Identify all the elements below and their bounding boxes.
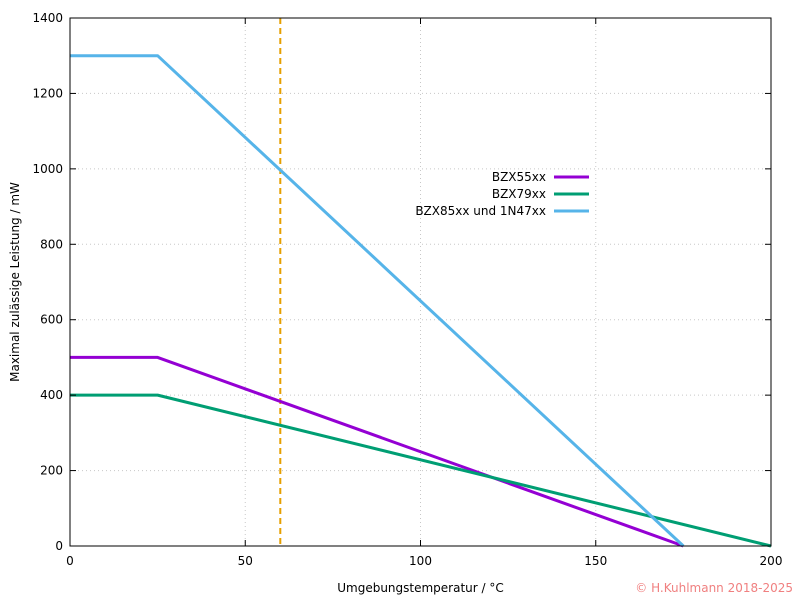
series-line	[70, 54, 685, 548]
x-tick-label: 50	[238, 554, 253, 568]
y-tick-label: 400	[40, 388, 63, 402]
x-tick-label: 100	[409, 554, 432, 568]
y-tick-label: 800	[40, 237, 63, 251]
legend-label: BZX85xx und 1N47xx	[415, 204, 546, 218]
series-line	[70, 393, 772, 548]
copyright-notice: © H.Kuhlmann 2018-2025	[635, 581, 793, 595]
legend-label: BZX55xx	[492, 170, 546, 184]
y-tick-labels: 0 200 400 600 800 1000 1200 1400	[32, 11, 63, 553]
y-tick-label: 0	[55, 539, 63, 553]
y-tick-label: 1200	[32, 86, 63, 100]
x-tick-labels: 0 50 100 150 200	[66, 554, 782, 568]
legend-label: BZX79xx	[492, 187, 546, 201]
y-axis-title: Maximal zulässige Leistung / mW	[8, 182, 22, 382]
x-axis-title: Umgebungstemperatur / °C	[337, 581, 504, 595]
axis-ticks	[69, 17, 772, 547]
x-tick-label: 0	[66, 554, 74, 568]
series-lines	[70, 54, 772, 548]
y-tick-label: 200	[40, 464, 63, 478]
legend: BZX55xx BZX79xx BZX85xx und 1N47xx	[415, 170, 589, 218]
x-tick-label: 150	[584, 554, 607, 568]
y-tick-label: 600	[40, 313, 63, 327]
y-tick-label: 1400	[32, 11, 63, 25]
y-tick-label: 1000	[32, 162, 63, 176]
x-tick-label: 200	[760, 554, 783, 568]
grid-lines	[70, 18, 771, 546]
series-line	[70, 355, 684, 548]
